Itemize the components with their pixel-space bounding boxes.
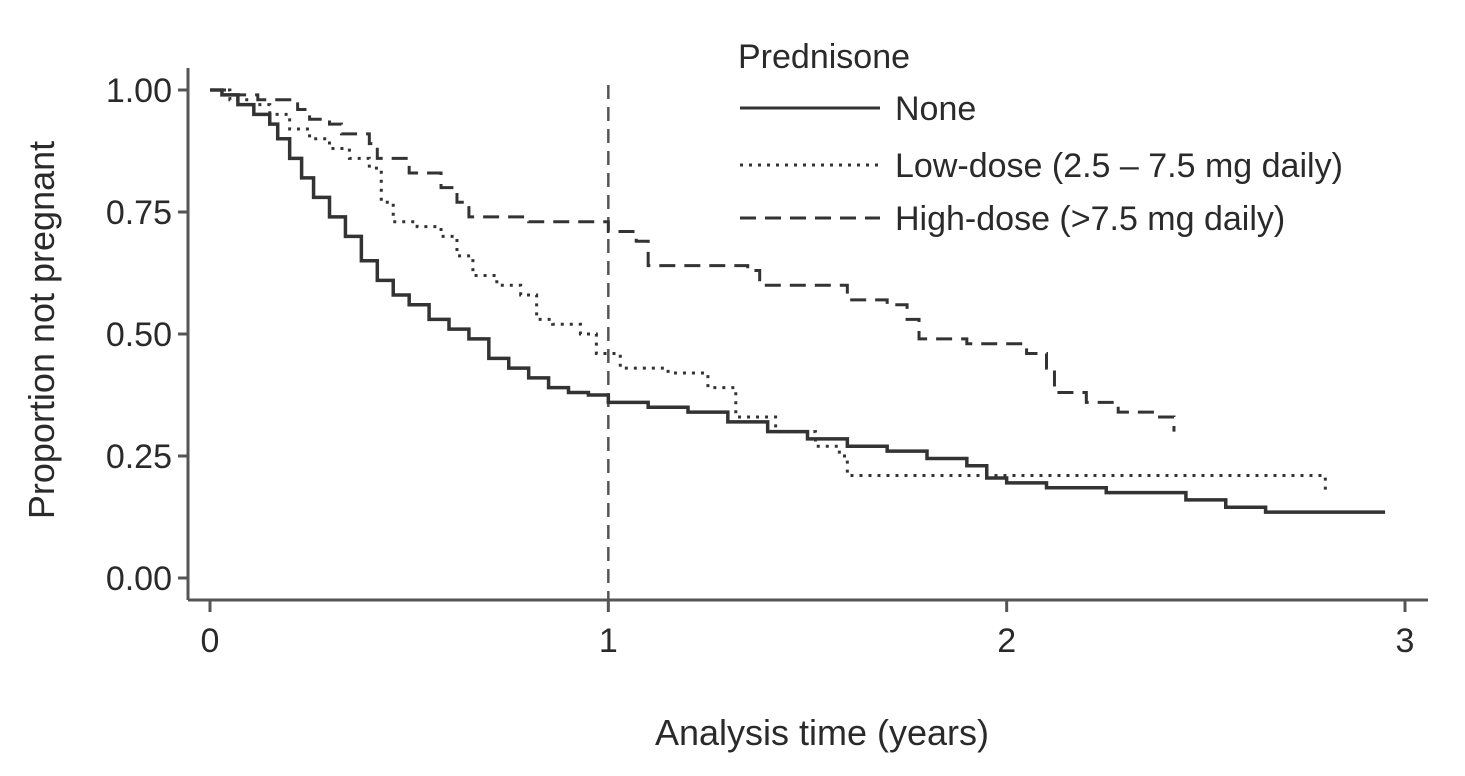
x-tick-label: 0 (201, 622, 220, 660)
legend-label-high-dose: High-dose (>7.5 mg daily) (895, 200, 1285, 238)
legend-title: Prednisone (738, 38, 910, 76)
x-tick-label: 1 (599, 622, 618, 660)
y-tick-label: 0.75 (106, 194, 172, 232)
x-axis-title: Analysis time (years) (655, 712, 989, 753)
y-tick-label: 1.00 (106, 72, 172, 110)
series-line-1 (210, 88, 1327, 491)
y-axis-title: Proportion not pregnant (21, 141, 62, 519)
legend-label-low-dose: Low-dose (2.5 – 7.5 mg daily) (895, 147, 1343, 185)
x-tick-label: 2 (997, 622, 1016, 660)
series-layer (210, 88, 1386, 514)
series-line-2 (210, 88, 1176, 432)
x-tick-label: 3 (1396, 622, 1415, 660)
y-axis-ticks: 0.00 0.25 0.50 0.75 1.00 (106, 72, 188, 598)
legend: Prednisone None Low-dose (2.5 – 7.5 mg d… (738, 38, 1343, 238)
x-axis-ticks: 0 1 2 3 (201, 600, 1415, 660)
y-tick-label: 0.50 (106, 316, 172, 354)
series-line-0 (210, 88, 1386, 514)
legend-label-none: None (895, 90, 976, 128)
y-tick-label: 0.00 (106, 560, 172, 598)
y-tick-label: 0.25 (106, 438, 172, 476)
